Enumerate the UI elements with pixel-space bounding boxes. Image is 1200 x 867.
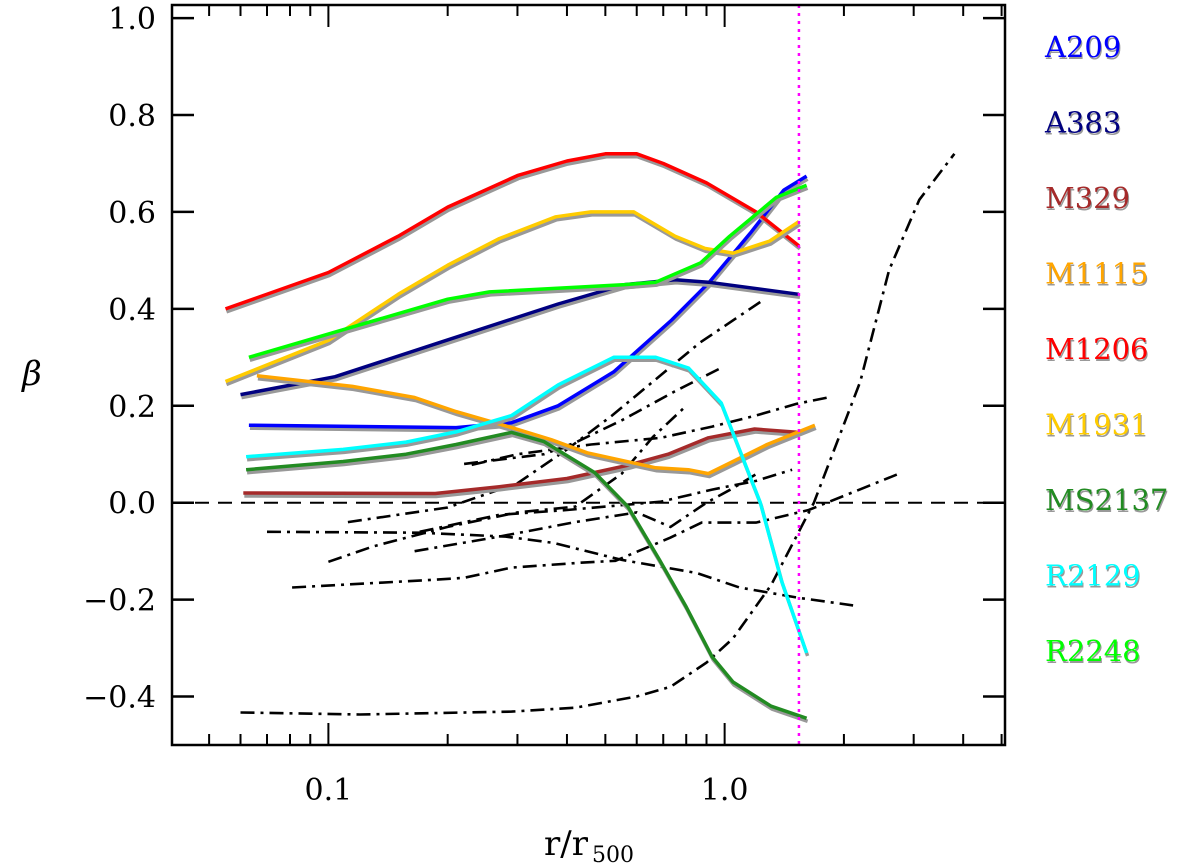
series-shadow-m329 bbox=[244, 430, 801, 499]
comparison-line-7 bbox=[419, 468, 793, 534]
y-tick-label: −0.4 bbox=[83, 681, 156, 716]
legend-label-m1115: M1115 bbox=[1045, 257, 1149, 291]
comparison-line-5 bbox=[463, 365, 724, 466]
comparison-line-2 bbox=[266, 530, 854, 607]
y-tick-label: 1.0 bbox=[108, 2, 156, 37]
series-shadow-m1931 bbox=[225, 213, 801, 387]
comparison-line-6 bbox=[471, 396, 828, 467]
legend: A209 A383 M329 M1115 M1206 M1931 MS2137 R2129 R2… bbox=[1044, 30, 1168, 668]
comparison-line-8 bbox=[327, 404, 688, 564]
series-line-a209 bbox=[248, 174, 808, 430]
series-shadow-m1206 bbox=[225, 155, 801, 314]
x-axis-label: r/r bbox=[544, 824, 589, 864]
series-line-r2129 bbox=[245, 355, 809, 654]
y-tick-label: 0.6 bbox=[108, 196, 156, 231]
series-line-m1931 bbox=[224, 210, 800, 384]
comparison-line-1 bbox=[240, 153, 956, 716]
legend-label-a383: A383 bbox=[1044, 106, 1121, 140]
x-tick-label: 0.1 bbox=[305, 773, 353, 808]
comparison-line-9 bbox=[414, 470, 761, 553]
series-line-ms2137 bbox=[245, 430, 808, 720]
series-line-a383 bbox=[240, 278, 800, 397]
y-axis-label: β bbox=[20, 354, 42, 394]
series-line-m1206 bbox=[224, 152, 800, 311]
series-shadow-r2248 bbox=[249, 186, 809, 362]
y-tick-label: 0.0 bbox=[108, 487, 156, 522]
y-tick-label: −0.2 bbox=[83, 584, 156, 619]
legend-label-m329: M329 bbox=[1045, 181, 1130, 215]
legend-label-a209: A209 bbox=[1044, 30, 1121, 64]
legend-label-m1206: M1206 bbox=[1045, 332, 1149, 366]
plot-frame bbox=[170, 3, 1007, 747]
legend-label-r2129: R2129 bbox=[1045, 559, 1141, 593]
comparison-line-4 bbox=[347, 298, 766, 524]
legend-label-m1931: M1931 bbox=[1045, 408, 1149, 442]
x-axis-label-subscript: 500 bbox=[592, 843, 634, 867]
y-tick-label: 0.2 bbox=[108, 390, 156, 425]
axes: 1.0 0.8 0.6 0.4 0.2 0.0 −0.2 −0.4 0.1 1.0 bbox=[83, 2, 1007, 808]
series-shadow-ms2137 bbox=[246, 433, 809, 723]
series-shadow-m1115 bbox=[257, 376, 817, 479]
series-line-m1115 bbox=[256, 373, 816, 476]
legend-label-ms2137: MS2137 bbox=[1045, 483, 1168, 517]
legend-label-r2248: R2248 bbox=[1045, 634, 1141, 668]
y-tick-label: 0.4 bbox=[108, 293, 156, 328]
series-shadow-a383 bbox=[241, 281, 801, 400]
y-tick-label: 0.8 bbox=[108, 99, 156, 134]
x-tick-label: 1.0 bbox=[701, 773, 749, 808]
x-axis-label-main: r/r bbox=[544, 824, 589, 864]
data-lines bbox=[172, 5, 1005, 745]
comparison-line-3 bbox=[292, 473, 898, 589]
series-shadow-a209 bbox=[249, 177, 809, 433]
series-line-r2248 bbox=[248, 183, 808, 359]
